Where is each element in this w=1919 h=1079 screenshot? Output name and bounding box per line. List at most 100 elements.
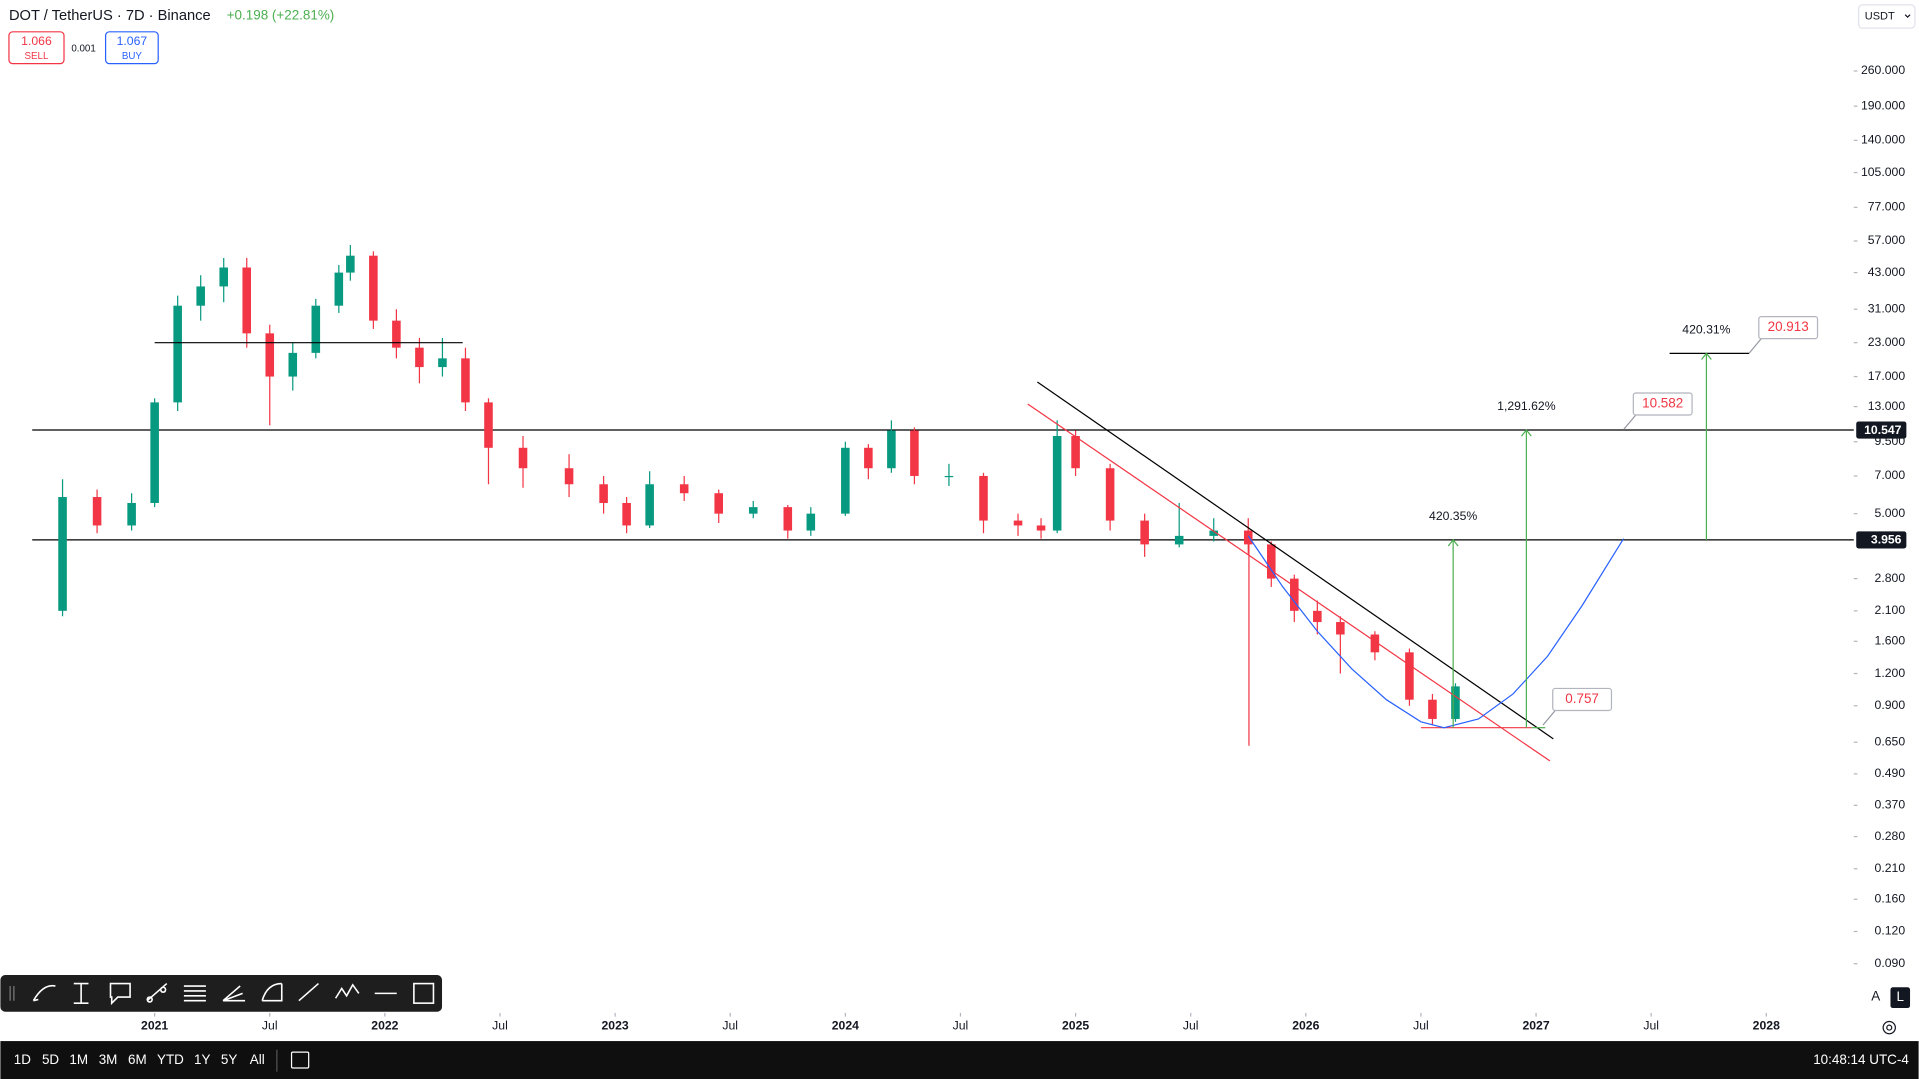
currency-select[interactable] bbox=[1858, 4, 1916, 29]
callout-box bbox=[1552, 687, 1613, 712]
brush-tool[interactable] bbox=[32, 984, 56, 1002]
buy-button[interactable] bbox=[104, 31, 159, 65]
buy-price: 1.067 bbox=[117, 34, 148, 48]
line-tool[interactable] bbox=[298, 982, 319, 1002]
level-tag bbox=[1856, 531, 1907, 549]
log-scale-button-bg[interactable] bbox=[1890, 987, 1911, 1009]
candle-body bbox=[783, 507, 793, 531]
candle-body bbox=[1013, 520, 1023, 526]
callout-tool[interactable] bbox=[109, 982, 131, 1006]
candle-body bbox=[1451, 686, 1460, 719]
y-tick-label: 1.200 bbox=[1875, 666, 1906, 680]
candle-body bbox=[1243, 530, 1253, 545]
candle-body bbox=[841, 447, 850, 514]
candle-body bbox=[679, 484, 689, 494]
candle-body bbox=[645, 484, 654, 526]
y-tick-label: 140.000 bbox=[1861, 133, 1905, 147]
range-button[interactable]: YTD bbox=[157, 1052, 184, 1067]
candle-body bbox=[1313, 610, 1322, 623]
candle-body bbox=[334, 272, 344, 306]
log-scale-button[interactable]: L bbox=[1897, 989, 1905, 1004]
y-tick-label: 43.000 bbox=[1868, 265, 1906, 279]
x-tick-label: Jul bbox=[492, 1019, 508, 1033]
trendline-tool[interactable] bbox=[146, 982, 168, 1003]
candle-body bbox=[92, 497, 102, 526]
candle-body bbox=[910, 430, 919, 476]
range-button[interactable]: 5D bbox=[42, 1052, 59, 1067]
measure-label: 420.35% bbox=[1429, 509, 1477, 523]
candle-body bbox=[173, 305, 182, 403]
range-button[interactable]: 1D bbox=[14, 1052, 31, 1067]
callout-box bbox=[1758, 316, 1819, 340]
auto-scale-button[interactable]: A bbox=[1871, 989, 1880, 1004]
x-tick-label: Jul bbox=[953, 1019, 969, 1033]
y-tick-label: 0.280 bbox=[1875, 829, 1906, 843]
range-button[interactable]: 1Y bbox=[194, 1052, 210, 1067]
y-tick-label: 2.800 bbox=[1875, 571, 1906, 585]
range-button[interactable]: 3M bbox=[99, 1052, 118, 1067]
candle-body bbox=[369, 255, 378, 321]
spread: 0.001 bbox=[71, 44, 95, 55]
settings-icon[interactable] bbox=[1882, 1020, 1896, 1035]
sell-price: 1.066 bbox=[21, 34, 52, 48]
plot-area: 420.35% 1,291.62% 420.31% 0.757 10.582 20.913 bbox=[32, 245, 1854, 762]
x-tick-label: 2027 bbox=[1522, 1019, 1549, 1033]
currency-label: USDT bbox=[1865, 10, 1895, 22]
arc-tool[interactable] bbox=[261, 982, 283, 1002]
y-tick-label: 31.000 bbox=[1868, 301, 1906, 315]
candle-body bbox=[392, 320, 401, 348]
text-tool[interactable] bbox=[73, 982, 89, 1004]
y-tick-label: 105.000 bbox=[1861, 165, 1905, 179]
y-tick-label: 190.000 bbox=[1861, 98, 1905, 112]
arrow-head bbox=[1521, 429, 1532, 437]
callout-box bbox=[1632, 392, 1693, 416]
x-tick-label: Jul bbox=[262, 1019, 278, 1033]
callout-pointer bbox=[1748, 338, 1762, 354]
candle-body bbox=[58, 497, 67, 611]
y-tick-label: 0.120 bbox=[1875, 924, 1906, 938]
trend-line bbox=[1027, 403, 1551, 762]
path-tool[interactable] bbox=[334, 983, 360, 999]
y-tick-label: 1.600 bbox=[1875, 634, 1906, 648]
range-button[interactable]: 6M bbox=[128, 1052, 147, 1067]
candle-body bbox=[564, 468, 574, 485]
candle-body bbox=[1105, 468, 1115, 521]
candle-body bbox=[1174, 535, 1184, 545]
y-tick-label: 0.370 bbox=[1875, 798, 1906, 812]
y-tick-label: 0.900 bbox=[1875, 698, 1906, 712]
level-tag bbox=[1856, 421, 1907, 439]
candle-body bbox=[242, 267, 252, 334]
candle-body bbox=[518, 447, 528, 469]
y-tick-label: 57.000 bbox=[1868, 233, 1906, 247]
sell-button[interactable] bbox=[8, 31, 65, 65]
candle-body bbox=[1036, 525, 1046, 531]
y-tick-label: 5.000 bbox=[1875, 506, 1906, 520]
x-tick-label: Jul bbox=[1413, 1019, 1429, 1033]
candle-body bbox=[288, 352, 298, 377]
range-button[interactable]: 1M bbox=[69, 1052, 88, 1067]
drag-handle bbox=[9, 986, 15, 1001]
symbol-title: DOT / TetherUS · 7D · Binance bbox=[9, 8, 211, 24]
candle-body bbox=[1266, 544, 1276, 579]
price-change: +0.198 (+22.81%) bbox=[227, 7, 335, 22]
x-tick-label: Jul bbox=[1643, 1019, 1659, 1033]
gann-tool[interactable] bbox=[222, 985, 246, 1002]
callout-label: 0.757 bbox=[1565, 691, 1599, 706]
rect-tool[interactable] bbox=[413, 982, 435, 1004]
candle-body bbox=[748, 507, 758, 514]
candle-body bbox=[219, 267, 228, 287]
x-tick-label: 2021 bbox=[141, 1019, 168, 1033]
fib-tool[interactable] bbox=[183, 985, 206, 1002]
range-button[interactable]: All bbox=[250, 1052, 265, 1067]
candle-body bbox=[346, 255, 355, 273]
y-tick-label: 17.000 bbox=[1868, 369, 1906, 383]
range-button[interactable]: 5Y bbox=[221, 1052, 237, 1067]
arrow-head bbox=[1447, 538, 1459, 547]
candle-body bbox=[1405, 652, 1414, 700]
candle-body bbox=[864, 447, 873, 469]
date-range-icon[interactable] bbox=[290, 1051, 310, 1069]
candle-body bbox=[311, 305, 321, 353]
x-tick-label: Jul bbox=[1183, 1019, 1199, 1033]
clock: 10:48:14 UTC-4 bbox=[1813, 1052, 1909, 1067]
y-tick-label: 0.090 bbox=[1875, 956, 1906, 970]
